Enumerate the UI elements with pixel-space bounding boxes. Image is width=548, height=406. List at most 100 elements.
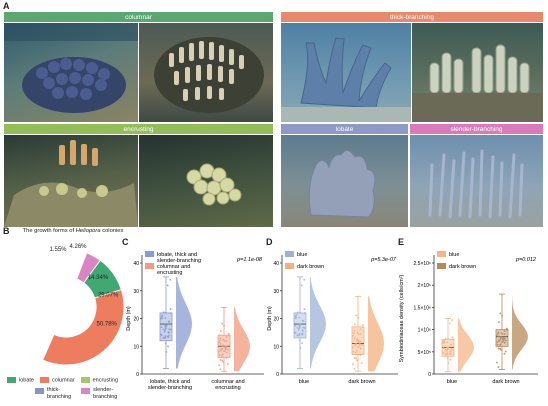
data-point [227, 332, 230, 335]
depth-by-color-chart: 0 10 20 30 40 Depth (m) p=5.3e-07 blue dark brow… [267, 251, 398, 385]
data-point [218, 341, 220, 344]
y-tick-label: 0 [428, 372, 431, 378]
donut-slice-slender-branching [76, 252, 101, 284]
legend-slender-branching-label: slender- branching [93, 387, 118, 400]
y-axis-label: Symbiodiniaceae density (cells/cm²) [399, 274, 405, 362]
data-point [356, 349, 358, 352]
legend-label-0: lobate, thick and [157, 252, 197, 258]
data-point [301, 329, 304, 332]
data-point [504, 350, 507, 353]
data-point [501, 314, 503, 317]
data-point [228, 334, 230, 337]
legend-thick-branching-label: thick- branching [47, 387, 72, 400]
legend-label-0: slender-branching [157, 258, 201, 264]
data-point [445, 349, 448, 352]
data-point [223, 340, 226, 342]
legend-swatch-0 [437, 251, 446, 257]
data-point [497, 335, 500, 338]
data-point [499, 337, 502, 339]
data-point [501, 340, 504, 343]
panel-label-b: B [3, 226, 10, 236]
data-point [162, 311, 165, 314]
data-point [447, 362, 450, 364]
data-point [221, 354, 223, 357]
data-point [500, 349, 503, 351]
data-point [301, 342, 303, 344]
donut-title-suffix: colonies [100, 228, 124, 234]
data-point [448, 322, 451, 325]
data-point [358, 339, 360, 342]
data-point [160, 326, 163, 329]
photo-encrusting-1 [4, 135, 138, 227]
data-point [451, 348, 454, 351]
data-point [297, 334, 300, 337]
data-point [353, 323, 356, 326]
legend-swatch-0 [285, 251, 294, 257]
photo-columnar-1 [4, 23, 138, 122]
donut-label-encrusting: 1.55% [49, 247, 67, 253]
legend-thick-branching: thick- branching [35, 387, 72, 400]
data-point [506, 328, 508, 331]
data-point [503, 333, 506, 335]
data-point [353, 367, 356, 370]
data-point [297, 329, 300, 331]
data-point [294, 317, 297, 319]
data-point [225, 345, 228, 348]
y-tick-label: 0 [136, 372, 139, 378]
data-point [225, 351, 228, 354]
x-tick-label-0: blue [299, 379, 309, 385]
data-point [219, 368, 222, 371]
x-tick-label-0: slender-branching [148, 385, 192, 391]
data-point [164, 329, 166, 332]
photo-encrusting-2 [139, 135, 273, 227]
legend-label-0: blue [449, 252, 459, 258]
data-point [161, 314, 164, 317]
legend-swatch-0 [145, 251, 154, 257]
data-point [222, 338, 225, 341]
data-point [221, 345, 224, 348]
violin-0 [176, 276, 192, 369]
data-point [497, 366, 500, 368]
data-point [164, 342, 167, 345]
data-point [163, 337, 166, 339]
data-point [165, 311, 167, 314]
data-point [295, 314, 298, 317]
y-tick-label: 40 [273, 261, 279, 267]
band-lobate: lobate [281, 124, 408, 134]
data-point [303, 327, 306, 329]
data-point [451, 338, 454, 341]
data-point [166, 335, 169, 338]
data-point [450, 348, 453, 351]
data-point [498, 339, 501, 342]
legend-swatch-1 [145, 263, 154, 269]
p-value: p=0.012 [515, 257, 536, 263]
x-tick-label-1: encrusting [215, 385, 240, 391]
data-point [359, 340, 362, 343]
data-point [296, 311, 299, 314]
data-point [497, 321, 500, 324]
data-point [353, 356, 356, 359]
data-point [503, 352, 506, 355]
data-point [167, 320, 170, 323]
data-point [296, 326, 299, 329]
y-tick-label: 2×10⁶ [418, 283, 431, 289]
band-encrusting: encrusting [4, 124, 273, 134]
data-point [362, 326, 364, 329]
data-point [356, 359, 359, 362]
data-point [357, 316, 359, 319]
data-point [496, 341, 499, 344]
legend-slender-branching: slender- branching [81, 387, 118, 400]
data-point [446, 346, 449, 349]
data-point [301, 319, 304, 322]
data-point [444, 338, 447, 340]
data-point [505, 327, 508, 330]
legend-label-1: dark brown [449, 264, 476, 270]
data-point [442, 347, 445, 349]
x-tick-label-1: dark brown [348, 379, 375, 385]
data-point [359, 333, 362, 336]
data-point [165, 351, 168, 353]
p-value: p=5.3e-07 [370, 257, 397, 263]
data-point [221, 322, 224, 325]
donut-title: The growth forms of Heliopora colonies [14, 228, 132, 234]
data-point [298, 339, 301, 342]
